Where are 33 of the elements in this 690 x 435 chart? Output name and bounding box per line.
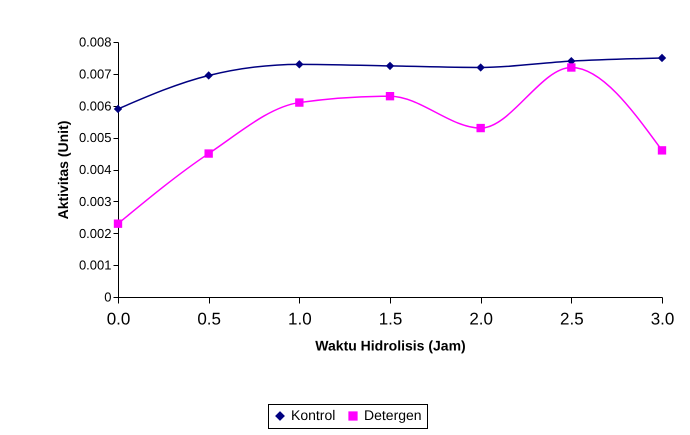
y-tick-label: 0.001 — [78, 258, 112, 273]
y-tick-label: 0.005 — [78, 130, 112, 146]
point — [658, 54, 666, 62]
x-tick-label: 1.5 — [378, 310, 402, 328]
point — [114, 220, 122, 228]
x-tick-label: 3.0 — [650, 310, 674, 328]
legend-label: Kontrol — [291, 407, 336, 423]
point — [204, 149, 213, 158]
point — [204, 71, 213, 80]
point — [658, 146, 666, 155]
y-tick-label: 0.008 — [78, 34, 112, 50]
point — [386, 62, 394, 70]
y-tick-label: 0.003 — [78, 194, 112, 209]
point — [567, 63, 576, 72]
y-tick-label: 0.004 — [78, 162, 112, 177]
y-tick-label: 0.007 — [78, 66, 112, 82]
x-tick-label: 1.0 — [288, 310, 312, 328]
point — [295, 98, 304, 107]
legend-label: Detergen — [364, 407, 422, 423]
y-axis-title: Aktivitas (Unit) — [54, 120, 71, 220]
point — [295, 60, 304, 68]
y-tick-label: 0 — [104, 290, 112, 304]
point — [114, 104, 122, 114]
y-tick-label: 0.002 — [78, 226, 112, 241]
x-tick-label: 2.0 — [469, 310, 493, 328]
point — [476, 63, 485, 72]
x-tick-label: 0.5 — [197, 310, 221, 328]
x-axis-title: Waktu Hidrolisis (Jam) — [315, 338, 466, 354]
x-tick-label: 2.5 — [560, 310, 584, 328]
point — [476, 124, 485, 132]
x-tick-label: 0.0 — [106, 310, 130, 328]
point — [386, 92, 394, 100]
y-tick-label: 0.006 — [78, 98, 112, 114]
